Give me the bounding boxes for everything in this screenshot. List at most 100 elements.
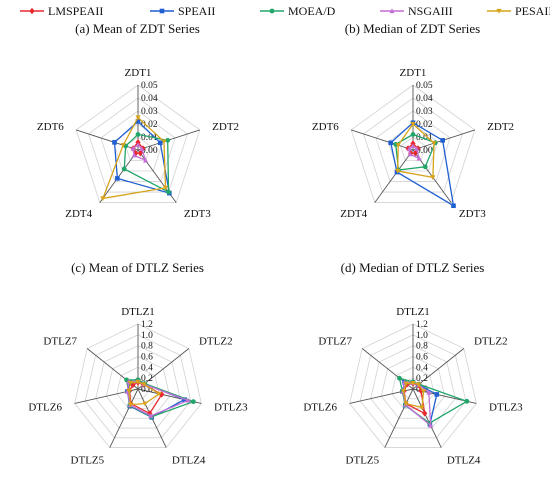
data-point (395, 168, 401, 174)
category-label: ZDT4 (340, 208, 367, 220)
radar-chart: 1.21.00.80.60.40.20.0DTLZ1DTLZ2DTLZ3DTLZ… (303, 306, 523, 466)
category-label: DTLZ5 (71, 454, 105, 466)
data-point (397, 375, 402, 381)
data-point (159, 391, 165, 398)
radar-spoke (109, 388, 139, 448)
tick-label: 0.05 (416, 81, 433, 91)
grid-ring (75, 84, 201, 203)
data-point (434, 392, 440, 397)
data-point (418, 387, 424, 395)
category-label: DTLZ7 (43, 335, 77, 347)
legend-marker (29, 7, 35, 15)
data-point (395, 143, 401, 148)
data-point (419, 405, 425, 411)
legend-marker (389, 8, 395, 14)
series-nsgaiii (130, 142, 149, 163)
grid-ring (74, 323, 202, 448)
grid-ring (380, 356, 446, 419)
data-point (420, 389, 427, 395)
data-point (464, 398, 470, 404)
tick-label: 0.6 (416, 353, 428, 363)
data-point (422, 164, 428, 170)
data-point (137, 149, 143, 157)
data-point (148, 413, 154, 418)
tick-label: 0.0 (141, 385, 153, 395)
radar-panel-zdt-mean: (a) Mean of ZDT Series 0.05 0.04 0.03 0.02 0… (0, 20, 275, 257)
legend-label: PESAII (515, 4, 550, 18)
category-label: DTLZ6 (303, 401, 337, 413)
grid-ring (363, 97, 463, 193)
tick-label: 0.8 (416, 342, 428, 352)
data-point (139, 146, 145, 151)
tick-label: 0.2 (141, 374, 153, 384)
data-point (165, 137, 171, 143)
grid-ring (400, 136, 426, 161)
tick-label: 0.8 (141, 342, 153, 352)
data-point (127, 402, 134, 408)
data-point (131, 152, 137, 158)
radar-grid (74, 323, 202, 448)
panel-title: (b) Median of ZDT Series (344, 21, 481, 36)
series-line (123, 133, 170, 194)
legend-marker (496, 8, 502, 14)
tick-label: 0.01 (416, 133, 433, 143)
data-point (405, 145, 411, 152)
grid-ring (349, 323, 477, 448)
grid-ring (350, 84, 476, 203)
data-point (161, 139, 167, 145)
category-label: DTLZ4 (172, 454, 206, 466)
legend-label: LMSPEAII (48, 4, 103, 18)
data-point (440, 138, 445, 143)
data-point (403, 401, 409, 407)
radar-panel-dtlz-mean: (c) Mean of DTLZ Series 1.2 1.0 0.8 0.6 0.4 0… (0, 259, 275, 496)
data-point (130, 145, 136, 151)
tick-label: 0.02 (141, 120, 158, 130)
panel-title: (c) Mean of DTLZ Series (71, 260, 204, 275)
series-moea-d (121, 132, 171, 195)
grid-ring (105, 356, 171, 419)
category-label: DTLZ1 (121, 306, 155, 318)
data-point (135, 119, 141, 124)
radar-spoke (351, 129, 414, 151)
data-point (135, 142, 141, 147)
series-pesaii (400, 380, 427, 411)
data-point (185, 397, 191, 403)
data-point (156, 391, 162, 397)
category-label: DTLZ4 (447, 454, 481, 466)
data-point (428, 423, 434, 428)
tick-label: 1.0 (416, 331, 428, 341)
data-point (410, 380, 416, 386)
category-label: ZDT6 (37, 121, 64, 133)
data-point (415, 145, 421, 152)
panel-title: (d) Median of DTLZ Series (340, 260, 485, 275)
data-point (126, 388, 132, 394)
radar-panel-dtlz-median: (d) Median of DTLZ Series 1.2 1.0 0.8 0.6 0.… (275, 259, 550, 496)
data-point (422, 410, 428, 417)
data-point (162, 185, 169, 191)
series-line (397, 123, 435, 179)
data-point (112, 140, 117, 145)
data-point (143, 157, 149, 163)
tick-label: 0.04 (141, 94, 158, 104)
series-line (113, 120, 171, 195)
tick-label: 0.2 (416, 374, 428, 384)
legend-label: MOEA/D (288, 4, 336, 18)
legend-marker (269, 8, 275, 14)
data-point (410, 143, 416, 149)
category-label: ZDT2 (487, 121, 514, 133)
data-point (431, 141, 437, 146)
category-label: DTLZ7 (318, 335, 352, 347)
grid-ring (84, 334, 192, 439)
radar-chart: 0.05 0.04 0.03 0.02 0.01 0.00 ZDT1 ZDT2 ZDT3 ZDT4… (312, 67, 514, 220)
legend-item: PESAII (487, 4, 550, 18)
tick-label: 1.2 (141, 320, 153, 330)
legend-label: SPEAII (178, 4, 215, 18)
grid-ring (359, 334, 467, 439)
grid-ring (100, 110, 176, 182)
radar-spoke (384, 388, 414, 448)
chart-legend: LMSPEAII SPEAII MOEA/D NSGAIII PESAII (20, 4, 550, 18)
radar-spoke (412, 388, 442, 448)
legend-item: NSGAIII (380, 4, 453, 18)
data-point (426, 390, 432, 395)
series-line (101, 116, 167, 200)
